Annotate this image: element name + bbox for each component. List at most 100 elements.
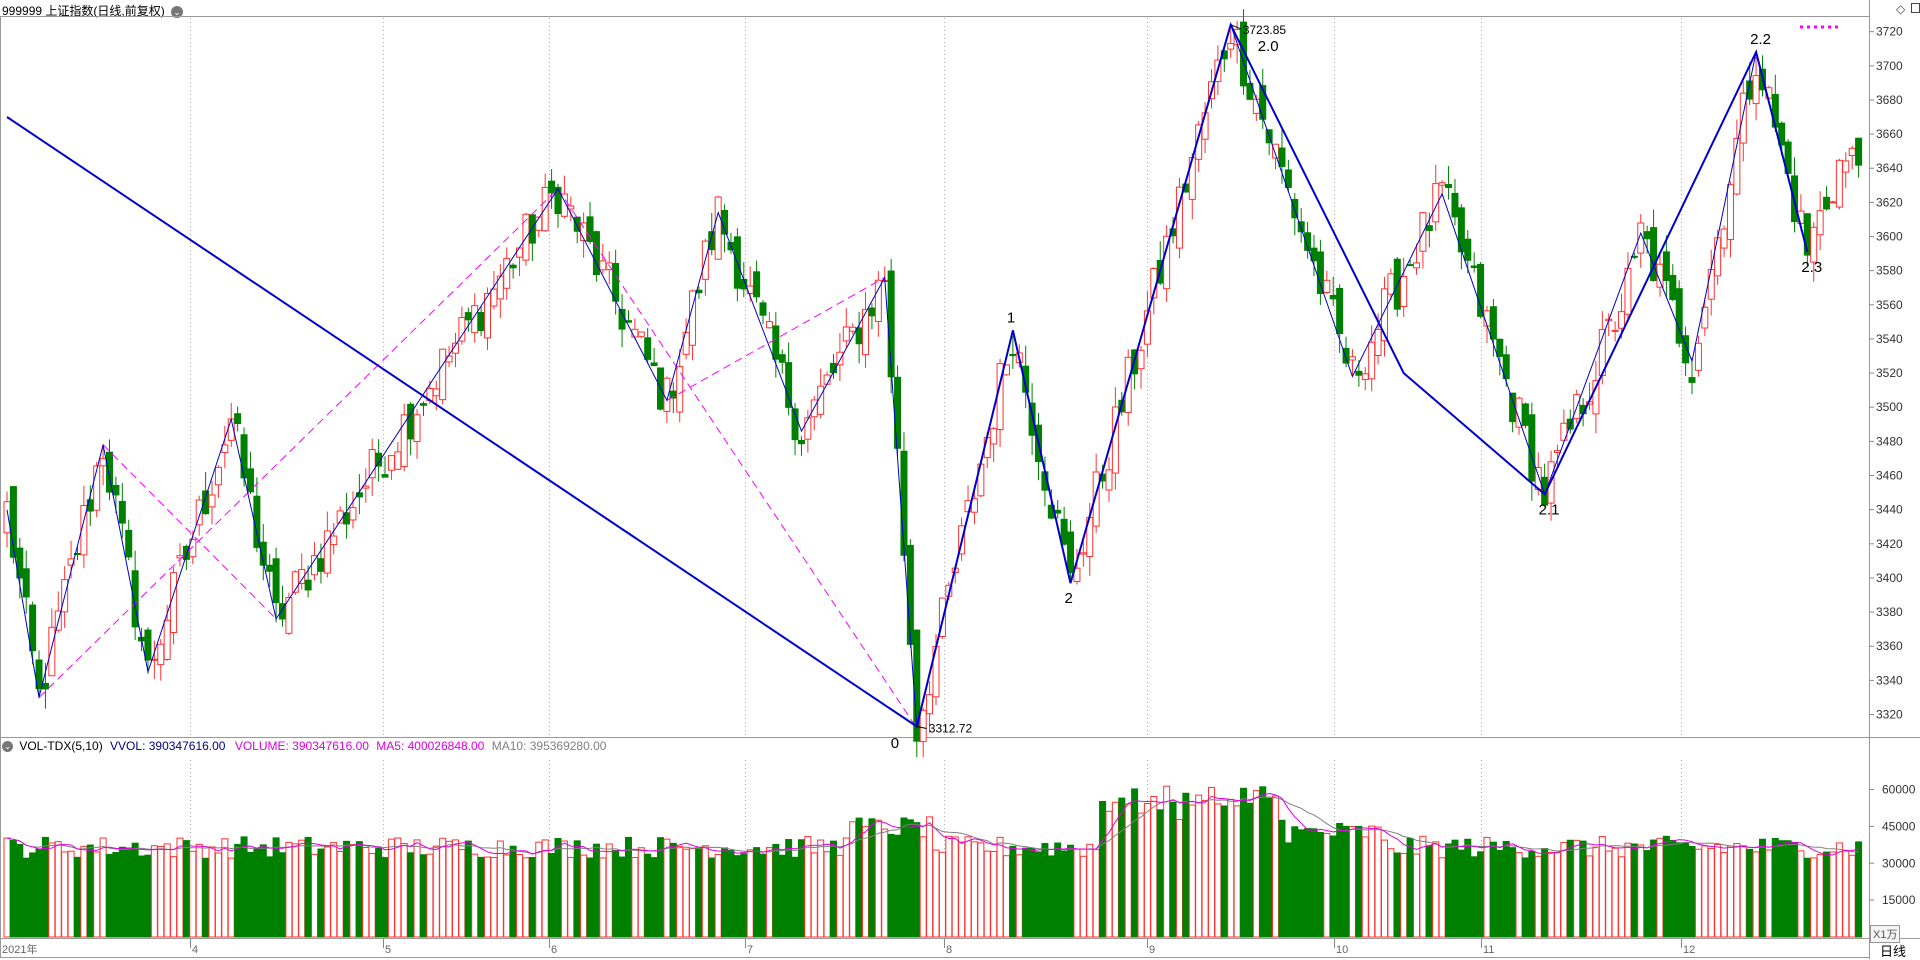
- candle-body: [35, 659, 43, 690]
- candle-body: [1464, 238, 1472, 261]
- candle-body: [1195, 124, 1203, 160]
- volume-bar: [1220, 805, 1228, 938]
- volume-bar: [1348, 826, 1356, 938]
- volume-bar: [567, 856, 575, 938]
- candle-body: [131, 570, 139, 628]
- volume-bar: [1425, 845, 1433, 938]
- volume-bar: [394, 837, 402, 938]
- volume-bar: [1688, 845, 1696, 938]
- volume-bar: [1079, 855, 1087, 938]
- volume-bar: [1829, 851, 1837, 938]
- volume-bar: [368, 853, 376, 938]
- candle-body: [663, 377, 671, 412]
- candle-body: [477, 311, 485, 332]
- volume-bar: [535, 841, 543, 938]
- volume-bar: [1393, 852, 1401, 938]
- volume-bar: [1669, 839, 1677, 938]
- volume-tick-label: 30000: [1882, 856, 1916, 870]
- candle-body: [778, 354, 786, 363]
- volume-bar: [1605, 850, 1613, 938]
- indicator-ma5: MA5: 400026848.00: [376, 739, 485, 753]
- volume-bar: [874, 819, 882, 938]
- candle-body: [317, 558, 325, 572]
- candle-body: [1009, 353, 1017, 357]
- candle-body: [1707, 269, 1715, 300]
- price-tick-label: 3480: [1876, 434, 1903, 448]
- candle-body: [785, 362, 793, 408]
- volume-bar: [778, 854, 786, 938]
- volume-bar: [1496, 849, 1504, 938]
- candle-body: [170, 572, 178, 634]
- volume-bar: [29, 852, 37, 938]
- volume-bar: [1041, 843, 1049, 938]
- volume-bar: [1765, 849, 1773, 938]
- volume-bar: [753, 847, 761, 938]
- volume-bar: [1380, 839, 1388, 938]
- candle-body: [29, 604, 37, 652]
- volume-bar: [657, 837, 665, 938]
- volume-bar: [35, 848, 43, 938]
- volume-bar: [1438, 857, 1446, 938]
- diamond-icon[interactable]: ◇: [1896, 2, 1906, 16]
- volume-bar: [170, 856, 178, 938]
- volume-bar: [1457, 849, 1465, 938]
- candle-body: [1380, 288, 1388, 342]
- candle-body: [144, 629, 152, 661]
- volume-bar: [701, 845, 709, 938]
- volume-bar: [1579, 840, 1587, 938]
- candle-body: [1092, 471, 1100, 527]
- candle-body: [836, 351, 844, 366]
- candle-body: [990, 428, 998, 445]
- volume-bar: [1233, 805, 1241, 938]
- volume-bar: [272, 837, 280, 938]
- volume-bar: [592, 843, 600, 938]
- volume-bar: [1002, 855, 1010, 938]
- volume-bar: [624, 836, 632, 938]
- volume-bar: [1150, 795, 1158, 938]
- candle-body: [1105, 469, 1113, 491]
- candle-body: [1669, 274, 1677, 301]
- candle-body: [1835, 159, 1843, 208]
- volume-bar: [163, 843, 171, 938]
- volume-bar: [61, 851, 69, 938]
- candle-body: [439, 348, 447, 401]
- candle-body: [311, 555, 319, 576]
- candle-body: [1336, 287, 1344, 335]
- candle-body: [1855, 137, 1863, 166]
- candle-body: [1079, 552, 1087, 555]
- volume-bar: [1694, 848, 1702, 938]
- period-button[interactable]: 日线: [1880, 944, 1907, 959]
- candle-body: [644, 337, 652, 360]
- candle-body: [1662, 251, 1670, 282]
- candle-body: [624, 320, 632, 323]
- volume-bar: [1067, 844, 1075, 938]
- candle-body: [214, 466, 222, 486]
- candle-body: [451, 342, 459, 354]
- chevron-down-icon[interactable]: ⌄: [171, 5, 184, 18]
- volume-bar: [829, 840, 837, 938]
- volume-bar: [1611, 847, 1619, 938]
- volume-bar: [311, 853, 319, 938]
- volume-bar: [362, 847, 370, 938]
- price-tick-label: 3380: [1876, 605, 1903, 619]
- candle-body: [1278, 147, 1286, 167]
- volume-bar: [560, 840, 568, 938]
- candle-body: [874, 279, 882, 322]
- volume-bar: [1784, 840, 1792, 938]
- volume-bar: [1470, 856, 1478, 938]
- chevron-down-icon[interactable]: ⌄: [2, 741, 13, 753]
- candle-body: [926, 694, 934, 715]
- volume-bar: [1502, 840, 1510, 938]
- candle-body: [1682, 335, 1690, 364]
- volume-bar: [1547, 851, 1555, 938]
- low-price-label: 3312.72: [929, 721, 973, 735]
- volume-bar: [791, 856, 799, 938]
- volume-bar: [234, 843, 242, 938]
- candle-body: [67, 558, 75, 566]
- candle-body: [1073, 567, 1081, 582]
- high-pointer: [1230, 24, 1241, 30]
- candle-body: [1368, 341, 1376, 380]
- volume-bar: [1323, 832, 1331, 938]
